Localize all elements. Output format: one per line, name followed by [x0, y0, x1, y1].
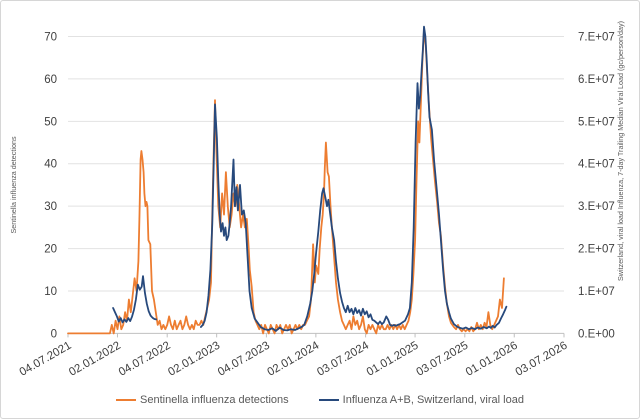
right-axis-title: Switzerland, viral load Influenza, 7-day… [616, 21, 625, 281]
x-axis-tick-label: 04.07.2021 [18, 340, 74, 379]
series-line-sentinella [67, 29, 505, 335]
left-axis-title: Sentinella influenza detections [9, 136, 18, 234]
legend-item-viral-load: Influenza A+B, Switzerland, viral load [318, 394, 524, 406]
y-axis-tick-label-right: 3.E+07 [578, 201, 615, 213]
x-axis-tick-label: 02.01.2022 [67, 340, 123, 379]
chart-legend: Sentinella influenza detections Influenz… [1, 391, 639, 409]
x-axis-tick-label: 03.07.2025 [414, 340, 470, 379]
legend-label-sentinella: Sentinella influenza detections [140, 394, 289, 406]
y-axis-tick-label-right: 6.E+07 [578, 74, 615, 86]
legend-item-sentinella: Sentinella influenza detections [116, 394, 289, 406]
legend-label-viral-load: Influenza A+B, Switzerland, viral load [342, 394, 524, 406]
y-axis-tick-label-right: 0.E+00 [578, 328, 615, 340]
y-axis-tick-label-right: 7.E+07 [578, 32, 615, 44]
x-axis-tick-label: 01.01.2025 [365, 340, 421, 379]
plot-area: 04.07.202102.01.202204.07.202202.01.2023… [18, 25, 615, 379]
x-axis-tick-label: 04.07.2023 [216, 340, 272, 379]
y-axis-tick-label-right: 4.E+07 [578, 159, 615, 171]
y-axis-tick-label-right: 1.E+07 [578, 286, 615, 298]
y-axis-tick-label-right: 5.E+07 [578, 116, 615, 128]
x-axis-tick-label: 02.01.2023 [166, 340, 222, 379]
x-axis-tick-label: 01.01.2026 [464, 340, 520, 379]
y-axis-tick-label-left: 0 [51, 328, 57, 340]
legend-line-sample-blue [318, 398, 339, 402]
series-line-viral-load [112, 275, 157, 324]
x-axis-tick-label: 03.07.2026 [514, 340, 570, 379]
y-axis-tick-label-left: 50 [44, 116, 57, 128]
legend-line-sample-orange [116, 398, 137, 402]
series-line-viral-load [200, 25, 508, 332]
y-axis-tick-label-left: 60 [44, 74, 57, 86]
y-axis-tick-label-left: 30 [44, 201, 57, 213]
x-axis-tick-label: 04.07.2022 [117, 340, 173, 379]
x-axis-tick-label: 03.07.2024 [315, 339, 371, 378]
y-axis-tick-label-left: 10 [44, 286, 57, 298]
x-axis-tick-label: 02.01.2024 [266, 339, 322, 378]
y-axis-tick-label-left: 20 [44, 244, 57, 256]
y-axis-tick-label-left: 70 [44, 32, 57, 44]
y-axis-tick-label-right: 2.E+07 [578, 244, 615, 256]
y-axis-tick-label-left: 40 [44, 159, 57, 171]
